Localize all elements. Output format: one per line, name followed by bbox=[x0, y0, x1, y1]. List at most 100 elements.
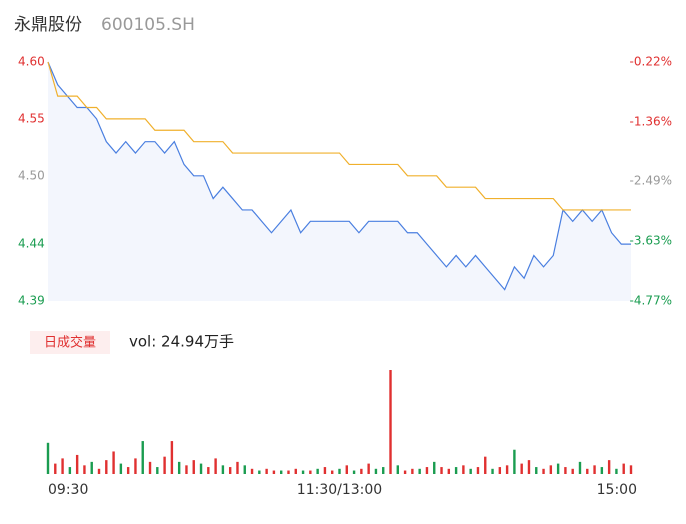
volume-bar bbox=[505, 465, 509, 474]
volume-bar bbox=[54, 463, 57, 474]
volume-bar bbox=[61, 458, 64, 474]
y2-tick-label: -3.63% bbox=[630, 234, 672, 248]
volume-bar bbox=[549, 465, 553, 474]
y-tick-label: 4.50 bbox=[18, 168, 45, 182]
volume-bar bbox=[177, 461, 181, 474]
stock-code: 600105.SH bbox=[101, 15, 195, 35]
volume-bar bbox=[520, 463, 523, 474]
x-tick-label: 09:30 bbox=[48, 482, 88, 498]
y-tick-label: 4.44 bbox=[18, 237, 45, 251]
volume-bar bbox=[607, 460, 611, 474]
volume-bar bbox=[83, 465, 86, 474]
volume-bar bbox=[199, 463, 203, 474]
average-line bbox=[47, 61, 631, 211]
volume-bar bbox=[367, 463, 370, 474]
volume-bar bbox=[250, 468, 254, 474]
volume-bar bbox=[338, 468, 341, 474]
volume-bar bbox=[185, 465, 188, 474]
volume-bar bbox=[265, 468, 268, 474]
volume-bar bbox=[170, 441, 174, 474]
volume-bar bbox=[425, 467, 429, 474]
volume-bar bbox=[207, 467, 210, 474]
volume-bar bbox=[163, 456, 166, 474]
volume-bar bbox=[331, 470, 334, 474]
price-line bbox=[47, 61, 631, 291]
volume-bar bbox=[105, 460, 108, 474]
volume-bar bbox=[228, 467, 232, 474]
volume-bar bbox=[622, 463, 625, 474]
legend-box bbox=[30, 331, 110, 354]
volume-bar bbox=[323, 467, 327, 474]
volume-bar bbox=[46, 442, 50, 474]
y2-tick-label: -4.77% bbox=[630, 294, 672, 308]
volume-bar bbox=[454, 467, 458, 474]
volume-bar bbox=[535, 467, 538, 474]
y2-tick-label: -1.36% bbox=[630, 114, 672, 128]
volume-bar bbox=[294, 468, 297, 474]
volume-bar bbox=[462, 465, 465, 474]
legend-label: 日成交量 bbox=[44, 335, 96, 351]
volume-bar bbox=[600, 467, 604, 474]
x-tick-label: 15:00 bbox=[597, 482, 637, 498]
price-area bbox=[48, 62, 631, 301]
y-tick-label: 4.60 bbox=[18, 55, 45, 69]
volume-bar bbox=[309, 470, 312, 474]
volume-bar bbox=[476, 467, 480, 474]
volume-bar bbox=[258, 470, 261, 474]
volume-bar bbox=[221, 465, 225, 474]
y-tick-label: 4.39 bbox=[18, 294, 45, 308]
volume-bar bbox=[316, 468, 319, 474]
volume-bar bbox=[498, 467, 502, 474]
y2-tick-label: -2.49% bbox=[630, 174, 672, 188]
volume-bar bbox=[382, 467, 385, 474]
volume-bar bbox=[345, 465, 348, 474]
volume-bar bbox=[374, 468, 378, 474]
volume-bar bbox=[236, 461, 239, 474]
volume-bar bbox=[396, 465, 399, 474]
volume-bar bbox=[411, 468, 414, 474]
volume-bar bbox=[578, 461, 582, 474]
volume-bar bbox=[542, 468, 545, 474]
volume-bar bbox=[243, 465, 246, 474]
volume-bar bbox=[513, 449, 516, 474]
volume-bar bbox=[156, 467, 159, 474]
volume-bar bbox=[287, 470, 290, 474]
volume-bar bbox=[389, 370, 392, 474]
volume-summary: vol: 24.94万手 bbox=[129, 333, 234, 351]
volume-bar bbox=[447, 468, 451, 474]
volume-bar bbox=[301, 470, 305, 474]
volume-bar bbox=[564, 467, 567, 474]
volume-bar bbox=[629, 465, 633, 474]
volume-bar bbox=[112, 451, 115, 474]
y-tick-label: 4.55 bbox=[18, 111, 45, 125]
volume-bar bbox=[440, 467, 443, 474]
volume-bar bbox=[90, 461, 93, 474]
volume-bar bbox=[527, 460, 531, 474]
volume-bar bbox=[141, 441, 144, 474]
volume-bar bbox=[484, 456, 487, 474]
volume-bar bbox=[586, 468, 589, 474]
y2-tick-label: -0.22% bbox=[630, 55, 672, 69]
volume-bar bbox=[469, 468, 472, 474]
volume-bar bbox=[571, 468, 574, 474]
volume-bar bbox=[148, 461, 152, 474]
volume-bar bbox=[556, 463, 560, 474]
volume-bar bbox=[403, 470, 407, 474]
volume-bar bbox=[134, 458, 137, 474]
volume-bar bbox=[97, 468, 101, 474]
volume-bar bbox=[126, 467, 130, 474]
volume-bar bbox=[272, 470, 276, 474]
volume-bar bbox=[593, 465, 596, 474]
volume-bar bbox=[360, 468, 363, 474]
volume-bar bbox=[615, 468, 618, 474]
x-tick-label: 11:30/13:00 bbox=[297, 482, 382, 498]
stock-name: 永鼎股份 bbox=[14, 15, 82, 35]
volume-bar bbox=[433, 461, 436, 474]
volume-bar bbox=[214, 458, 217, 474]
volume-bar bbox=[68, 467, 72, 474]
volume-bar bbox=[491, 468, 494, 474]
volume-bar bbox=[418, 468, 421, 474]
volume-bar bbox=[280, 470, 283, 474]
volume-bar bbox=[119, 463, 123, 474]
